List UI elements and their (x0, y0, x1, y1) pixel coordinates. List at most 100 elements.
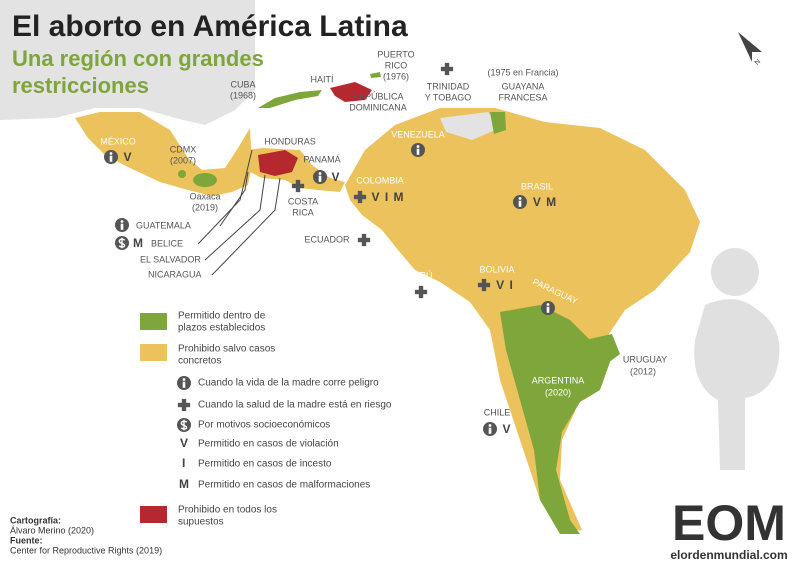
legend-swatch (140, 313, 167, 330)
icon-life (177, 376, 191, 390)
legend-label: Prohibido salvo casos (178, 344, 275, 355)
subtitle: restricciones (12, 73, 149, 98)
country-label: BELICE (151, 238, 183, 248)
icon-money (177, 418, 191, 432)
legend-label: Permitido en casos de incesto (198, 459, 332, 470)
legal-code: V (502, 422, 511, 436)
legend-label: Por motivos socioeconómicos (198, 420, 330, 431)
icon-life (483, 422, 497, 436)
logo-url: elordenmundial.com (670, 548, 787, 562)
icon-life (411, 143, 425, 157)
icon-life (104, 150, 118, 164)
country-label: CHILE (484, 407, 511, 417)
legal-code: V M (533, 195, 557, 209)
leader-lines (197, 149, 281, 276)
puerto-rico (370, 72, 381, 78)
legend-label: Cuando la salud de la madre está en ries… (198, 400, 392, 411)
hispaniola (330, 82, 372, 102)
country-label: ARGENTINA (532, 375, 585, 385)
country-label: MÉXICO (100, 136, 136, 146)
country-label: COSTA (288, 196, 318, 206)
legend-label: Cuando la vida de la madre corre peligro (198, 378, 379, 389)
icon-health (414, 285, 428, 299)
legal-code: M (133, 236, 144, 250)
legend-label: plazos establecidos (178, 323, 265, 334)
country-label: BRASIL (521, 181, 553, 191)
legend-label: concretos (178, 356, 221, 367)
credit: Center for Reproductive Rights (2019) (10, 545, 162, 555)
country-label: NICARAGUA (148, 269, 202, 279)
country-label: RICA (292, 207, 314, 217)
credit-label: Cartografía: (10, 515, 61, 525)
country-label: ECUADOR (304, 234, 350, 244)
legend-key: M (179, 477, 190, 491)
argentina (500, 305, 610, 534)
region-label: CDMX (170, 144, 197, 154)
legend-label: Permitido en casos de malformaciones (198, 480, 370, 491)
country-label: PERÚ (407, 270, 432, 280)
country-label: GUAYANA (502, 81, 545, 91)
legal-code: V I (496, 278, 514, 292)
compass-arrow (738, 32, 762, 62)
country-label: TRINIDAD (427, 81, 470, 91)
country-label: FRANCESA (498, 92, 547, 102)
subtitle: Una región con grandes (12, 46, 264, 71)
icon-life (513, 195, 527, 209)
credit-label: Fuente: (10, 535, 43, 545)
icon-life (115, 218, 129, 232)
icon-life (541, 301, 555, 315)
guyanas (440, 112, 500, 140)
country-label: PANAMÁ (303, 154, 340, 164)
country-label: COLOMBIA (356, 175, 404, 185)
country-year: (1968) (230, 90, 256, 100)
icon-money (115, 236, 129, 250)
country-year: (1975 en Francia) (487, 67, 558, 77)
cuba (258, 90, 322, 108)
icon-life (313, 170, 327, 184)
legend-swatch (140, 344, 167, 361)
mexico (75, 112, 252, 196)
country-label: EL SALVADOR (140, 254, 201, 264)
icon-health (440, 62, 454, 76)
legend-label: Prohibido en todos los (178, 505, 277, 516)
legend-label: Permitido dentro de (178, 311, 266, 322)
logo-mark: EOM (672, 495, 786, 551)
country-label: CUBA (230, 79, 255, 89)
region-label: Oaxaca (189, 191, 220, 201)
french-guiana (490, 112, 506, 134)
title: El aborto en América Latina (12, 10, 408, 43)
legend-key: V (180, 436, 189, 450)
country-label: PUERTO (377, 49, 414, 59)
legal-code: V (331, 170, 340, 184)
country-label: Y TOBAGO (425, 92, 472, 102)
compass-label: N (754, 58, 763, 67)
country-label: HAITÍ (310, 74, 334, 84)
region-year: (2019) (192, 202, 218, 212)
pregnant-silhouette (694, 248, 780, 470)
country-label: BOLIVIA (479, 264, 514, 274)
honduras (258, 150, 298, 176)
legend-swatch (140, 506, 167, 523)
cdmx (178, 170, 186, 178)
country-label: REPÚBLICA (352, 91, 403, 101)
legal-code: V (123, 150, 132, 164)
map-labels: MÉXICO V CDMX (2007) Oaxaca (2019) CUBA … (100, 49, 667, 436)
country-label: VENEZUELA (391, 129, 445, 139)
region-year: (2007) (170, 155, 196, 165)
country-label: GUATEMALA (136, 220, 191, 230)
north-america (0, 0, 255, 125)
legend: Permitido dentro de plazos establecidos … (140, 311, 392, 528)
credit: Álvaro Merino (2020) (10, 525, 94, 535)
country-label: HONDURAS (264, 136, 316, 146)
country-label: RICO (385, 60, 408, 70)
country-label: DOMINICANA (349, 102, 407, 112)
legend-key: I (182, 456, 186, 470)
legend-label: supuestos (178, 517, 224, 528)
oaxaca (193, 173, 217, 187)
country-year: (1976) (383, 71, 409, 81)
icon-health (357, 233, 371, 247)
legend-label: Permitido en casos de violación (198, 439, 339, 450)
icon-health (177, 398, 191, 412)
country-year: (2020) (545, 387, 571, 397)
